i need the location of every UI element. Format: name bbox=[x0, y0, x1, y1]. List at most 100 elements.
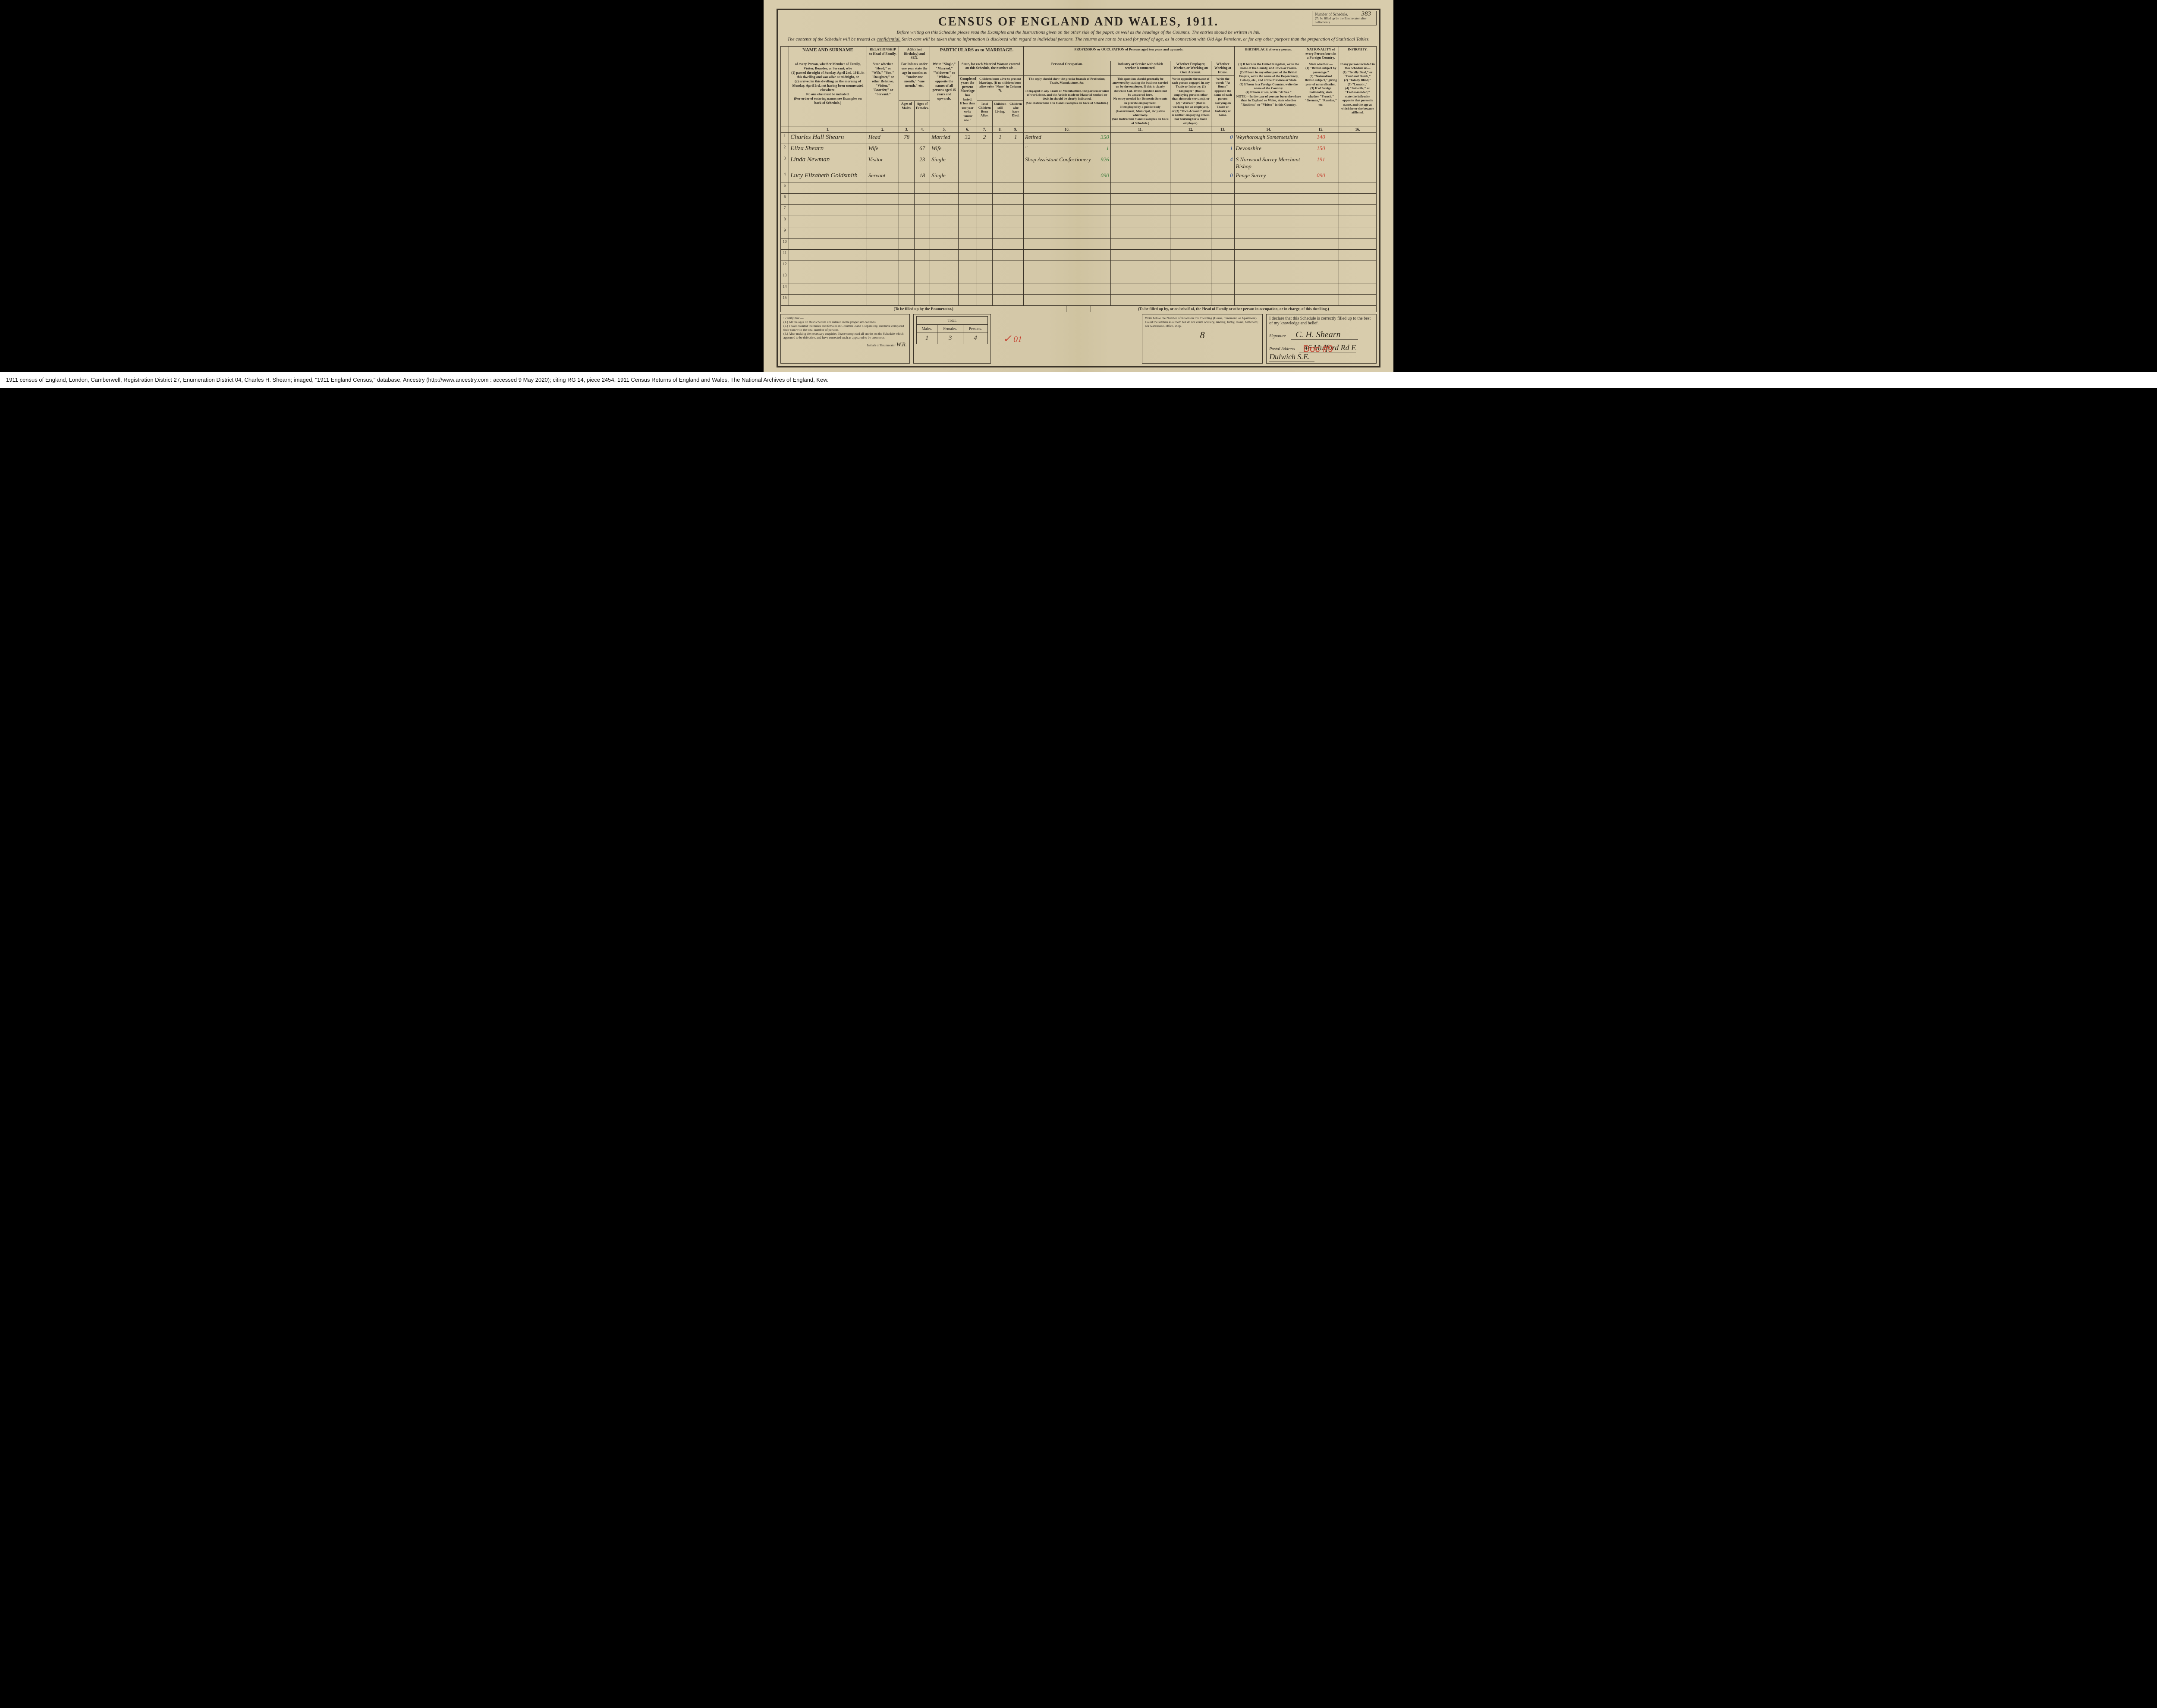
col8-hdr: Children still Living. bbox=[992, 101, 1008, 126]
col-birthplace: BIRTHPLACE of every person. bbox=[1234, 47, 1303, 61]
cell-children-living bbox=[992, 155, 1008, 171]
col1-instructions: of every Person, whether Member of Famil… bbox=[789, 61, 867, 126]
cell-industry bbox=[1110, 171, 1170, 182]
table-row-empty: 10 bbox=[781, 239, 1377, 250]
cell-infirmity bbox=[1339, 144, 1376, 155]
cell-birthplace: S Norwood Surrey Merchant Bishop bbox=[1234, 155, 1303, 171]
addr-label: Postal Address bbox=[1269, 347, 1295, 352]
cell-total-children: 2 bbox=[977, 133, 992, 144]
head-header: (To be filled up by, or on behalf of, th… bbox=[1091, 306, 1377, 312]
check-mark: ✓ bbox=[1003, 333, 1012, 345]
cell-at-home: 0 bbox=[1211, 171, 1234, 182]
sig-label: Signature bbox=[1269, 334, 1286, 339]
cell-years-married bbox=[959, 155, 977, 171]
cell-nationality-code: 090 bbox=[1303, 171, 1339, 182]
cell-name: Eliza Shearn bbox=[789, 144, 867, 155]
cell-birthplace: Devonshire bbox=[1234, 144, 1303, 155]
cell-marital: Wife bbox=[930, 144, 959, 155]
col3-hdr: Ages of Males. bbox=[899, 101, 915, 126]
cell-relationship: Head bbox=[867, 133, 899, 144]
declaration-box: I declare that this Schedule is correctl… bbox=[1266, 314, 1377, 364]
table-row-empty: 15 bbox=[781, 295, 1377, 306]
cell-industry bbox=[1110, 133, 1170, 144]
column-number-row: 1. 2. 3. 4. 5. 6. 7. 8. 9. 10. 11. 12. 1… bbox=[781, 126, 1377, 133]
cell-age-female: 23 bbox=[915, 155, 930, 171]
total-persons: 4 bbox=[963, 333, 988, 344]
col9-hdr: Children who have Died. bbox=[1008, 101, 1023, 126]
cell-employer-worker bbox=[1170, 144, 1211, 155]
outer-border: Number of Schedule. 383 (To be filled up… bbox=[777, 9, 1380, 367]
row-number: 3 bbox=[781, 155, 789, 171]
cell-employer-worker bbox=[1170, 155, 1211, 171]
cell-at-home: 0 bbox=[1211, 133, 1234, 144]
table-row-empty: 8 bbox=[781, 216, 1377, 227]
cell-at-home: 4 bbox=[1211, 155, 1234, 171]
col16-instructions: If any person included in this Schedule … bbox=[1339, 61, 1376, 126]
confidential-note: The contents of the Schedule will be tre… bbox=[780, 37, 1377, 42]
cell-total-children bbox=[977, 144, 992, 155]
schedule-number-box: Number of Schedule. 383 (To be filled up… bbox=[1312, 11, 1377, 25]
cell-name: Linda Newman bbox=[789, 155, 867, 171]
col15-instructions: State whether:— (1) "British subject by … bbox=[1303, 61, 1339, 126]
cell-occupation: Shop Assistant Confectionery 926 bbox=[1023, 155, 1110, 171]
col-relationship: RELATIONSHIP to Head of Family. bbox=[867, 47, 899, 61]
table-row-empty: 9 bbox=[781, 227, 1377, 239]
row-number: 1 bbox=[781, 133, 789, 144]
certify-text: I certify that:— (1.) All the ages on th… bbox=[783, 316, 907, 339]
col-infirmity: INFIRMITY. bbox=[1339, 47, 1376, 61]
cell-name: Lucy Elizabeth Goldsmith bbox=[789, 171, 867, 182]
cell-children-living bbox=[992, 171, 1008, 182]
cell-industry bbox=[1110, 155, 1170, 171]
col11-hdr: Industry or Service with which worker is… bbox=[1110, 61, 1170, 75]
rooms-number: 8 bbox=[1145, 330, 1260, 341]
enum-header: (To be filled up by the Enumerator.) bbox=[780, 306, 1066, 312]
cell-children-died: 1 bbox=[1008, 133, 1023, 144]
cell-children-living bbox=[992, 144, 1008, 155]
cell-age-male bbox=[899, 155, 915, 171]
cell-birthplace: Penge Surrey bbox=[1234, 171, 1303, 182]
cell-marital: Single bbox=[930, 171, 959, 182]
cell-children-died bbox=[1008, 171, 1023, 182]
cell-relationship: Wife bbox=[867, 144, 899, 155]
cell-nationality-code: 140 bbox=[1303, 133, 1339, 144]
cell-employer-worker bbox=[1170, 133, 1211, 144]
totals-box: Total. Males. Females. Persons. 1 3 4 bbox=[913, 314, 991, 364]
certify-box: I certify that:— (1.) All the ages on th… bbox=[780, 314, 910, 364]
table-row: 3 Linda Newman Visitor 23 Single Shop As… bbox=[781, 155, 1377, 171]
rooms-box: Write below the Number of Rooms in this … bbox=[1142, 314, 1263, 364]
cell-industry bbox=[1110, 144, 1170, 155]
check-code: 01 bbox=[1013, 335, 1022, 344]
marriage-state-hdr: State, for each Married Woman entered on… bbox=[959, 61, 1024, 75]
table-row: 1 Charles Hall Shearn Head 78 Married 32… bbox=[781, 133, 1377, 144]
cell-age-female: 18 bbox=[915, 171, 930, 182]
cell-occupation: " 1 bbox=[1023, 144, 1110, 155]
row-number: 2 bbox=[781, 144, 789, 155]
col-age: AGE (last Birthday) and SEX. bbox=[899, 47, 930, 61]
col10-hdr: Personal Occupation. bbox=[1023, 61, 1110, 75]
schedule-number: 383 bbox=[1361, 10, 1371, 18]
row-number: 4 bbox=[781, 171, 789, 182]
col-name: NAME AND SURNAME bbox=[789, 47, 867, 61]
cell-children-died bbox=[1008, 144, 1023, 155]
header-row-2: of every Person, whether Member of Famil… bbox=[781, 61, 1377, 75]
cell-total-children bbox=[977, 155, 992, 171]
table-row-empty: 7 bbox=[781, 205, 1377, 216]
col-nationality: NATIONALITY of every Person born in a Fo… bbox=[1303, 47, 1339, 61]
cell-occupation: 090 bbox=[1023, 171, 1110, 182]
page-subtitle: Before writing on this Schedule please r… bbox=[780, 30, 1377, 35]
cell-total-children bbox=[977, 171, 992, 182]
col13-instructions: Write the words "At Home" opposite the n… bbox=[1211, 75, 1234, 126]
children-note: Children born alive to present Marriage.… bbox=[977, 75, 1023, 101]
table-row-empty: 13 bbox=[781, 272, 1377, 283]
citation-text: 1911 census of England, London, Camberwe… bbox=[0, 372, 2157, 388]
totals-hdr: Total. bbox=[917, 317, 988, 325]
enum-initials: W.R. bbox=[896, 341, 907, 348]
census-table: NAME AND SURNAME RELATIONSHIP to Head of… bbox=[780, 46, 1377, 306]
cell-children-living: 1 bbox=[992, 133, 1008, 144]
page-title: CENSUS OF ENGLAND AND WALES, 1911. bbox=[780, 15, 1377, 29]
cell-age-male bbox=[899, 144, 915, 155]
doc-tag: Doc #9 bbox=[1303, 343, 1333, 355]
table-row-empty: 5 bbox=[781, 182, 1377, 194]
cell-years-married: 32 bbox=[959, 133, 977, 144]
table-row-empty: 11 bbox=[781, 250, 1377, 261]
